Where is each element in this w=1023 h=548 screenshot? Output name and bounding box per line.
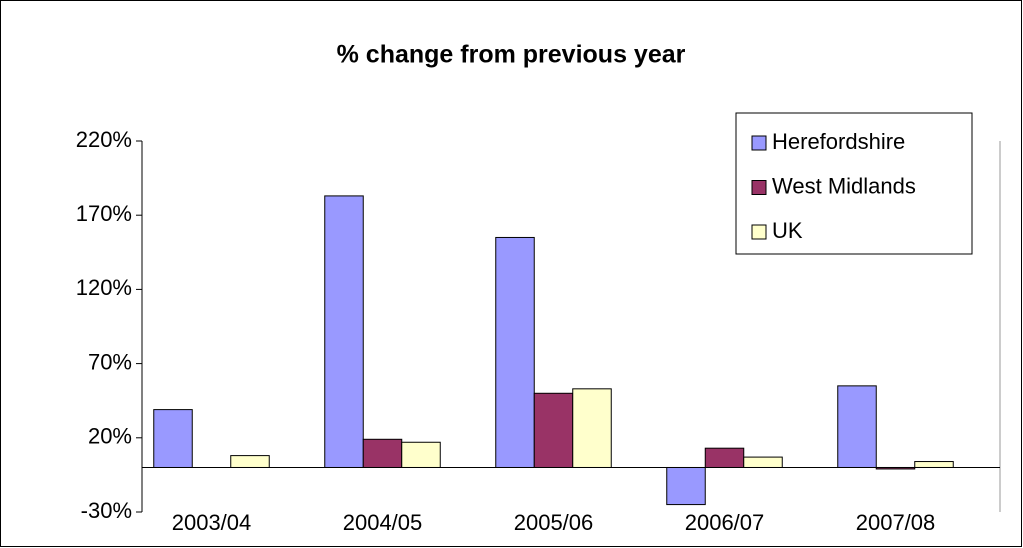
x-tick-label: 2007/08	[856, 510, 936, 535]
x-tick-label: 2006/07	[685, 510, 765, 535]
bar	[153, 409, 193, 468]
bar	[837, 385, 877, 468]
bar	[495, 236, 535, 468]
y-tick-label: 170%	[76, 201, 132, 226]
x-tick-label: 2004/05	[343, 510, 423, 535]
y-tick-label: 70%	[88, 349, 132, 374]
chart-title: % change from previous year	[337, 41, 686, 69]
bar	[704, 447, 745, 468]
legend-swatch	[751, 180, 767, 195]
legend-label: West Midlands	[772, 173, 916, 198]
x-tick-label: 2003/04	[172, 510, 252, 535]
bar	[666, 466, 706, 506]
bar	[572, 388, 612, 468]
legend-label: UK	[772, 218, 803, 243]
x-tick-label: 2005/06	[514, 510, 594, 535]
bar	[362, 438, 403, 468]
bar	[914, 461, 954, 468]
bar	[533, 392, 574, 468]
bar	[230, 455, 270, 468]
y-tick-label: 220%	[76, 127, 132, 152]
y-tick-label: -30%	[81, 498, 132, 523]
legend-label: Herefordshire	[772, 129, 905, 154]
y-tick-label: 120%	[76, 275, 132, 300]
legend-box	[735, 112, 973, 255]
legend-swatch	[751, 135, 767, 151]
y-tick-label: 20%	[88, 424, 132, 449]
bar	[401, 441, 441, 468]
legend-swatch	[751, 224, 767, 240]
bar	[324, 195, 364, 468]
bar	[743, 456, 783, 468]
